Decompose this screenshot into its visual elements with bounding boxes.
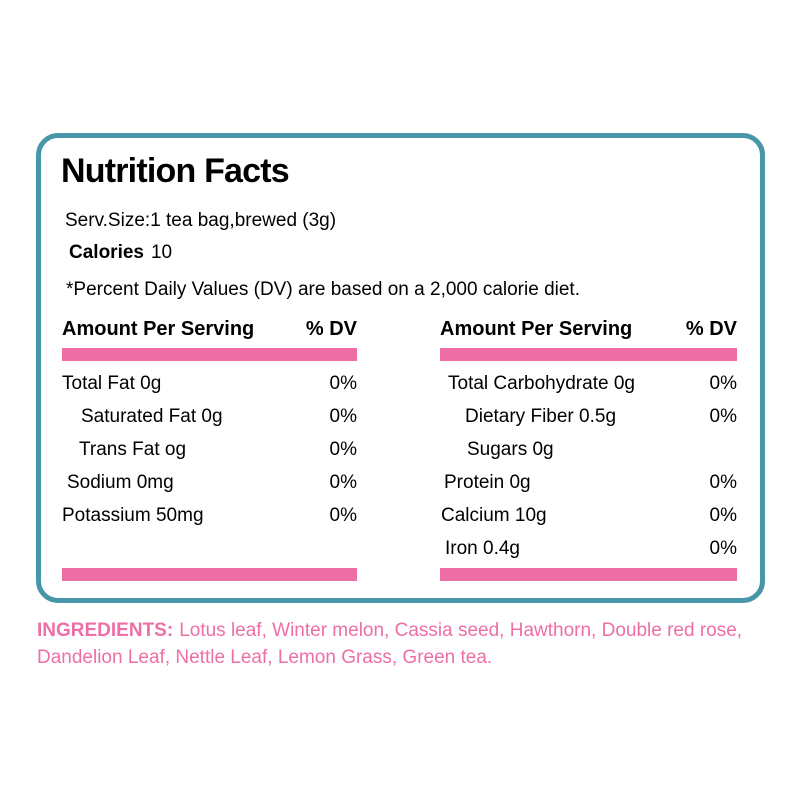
nutrient-rows: Total Fat 0g 0% Saturated Fat 0g 0% Tran… bbox=[62, 367, 357, 565]
ingredients-section: INGREDIENTS: Lotus leaf, Winter melon, Ca… bbox=[37, 617, 764, 671]
nutrient-dv: 0% bbox=[709, 471, 737, 493]
nutrient-column-left: Amount Per Serving % DV Total Fat 0g 0% … bbox=[62, 318, 357, 581]
nutrient-dv: 0% bbox=[709, 504, 737, 526]
nutrient-name: Trans Fat og bbox=[79, 438, 187, 460]
table-row: Iron 0.4g 0% bbox=[440, 532, 737, 565]
calories-value: 10 bbox=[150, 242, 173, 263]
nutrient-dv: 0% bbox=[709, 405, 737, 427]
nutrient-dv: 0% bbox=[709, 537, 737, 559]
table-row: Total Fat 0g 0% bbox=[62, 367, 357, 400]
nutrient-column-right: Amount Per Serving % DV Total Carbohydra… bbox=[440, 318, 737, 581]
nutrient-name: Potassium 50mg bbox=[62, 504, 204, 526]
column-header-dv: % DV bbox=[305, 318, 357, 340]
nutrition-facts-panel: Nutrition Facts Serv.Size:1 tea bag,brew… bbox=[36, 133, 765, 603]
nutrient-dv: 0% bbox=[329, 372, 357, 394]
nutrient-dv: 0% bbox=[709, 372, 737, 394]
table-row: Potassium 50mg 0% bbox=[62, 499, 357, 532]
nutrient-name: Sodium 0mg bbox=[67, 471, 174, 493]
daily-value-note: *Percent Daily Values (DV) are based on … bbox=[66, 279, 580, 300]
calories-line: Calories 10 bbox=[69, 242, 172, 264]
divider-bar-top bbox=[440, 348, 737, 361]
nutrient-name: Saturated Fat 0g bbox=[81, 405, 223, 427]
column-header-dv: % DV bbox=[685, 318, 737, 340]
serving-size-text: Serv.Size:1 tea bag,brewed (3g) bbox=[65, 210, 337, 231]
calories-label: Calories bbox=[69, 242, 144, 263]
divider-bar-top bbox=[62, 348, 357, 361]
column-header-amount: Amount Per Serving bbox=[440, 318, 633, 340]
column-header: Amount Per Serving % DV bbox=[62, 318, 357, 345]
column-header: Amount Per Serving % DV bbox=[440, 318, 737, 345]
nutrient-name: Dietary Fiber 0.5g bbox=[465, 405, 617, 427]
table-row: Sodium 0mg 0% bbox=[62, 466, 357, 499]
nutrient-name: Total Fat 0g bbox=[62, 372, 162, 394]
page-title: Nutrition Facts bbox=[61, 152, 290, 190]
table-row: Protein 0g 0% bbox=[440, 466, 737, 499]
nutrient-name: Sugars 0g bbox=[467, 438, 554, 460]
table-row: Trans Fat og 0% bbox=[62, 433, 357, 466]
table-row: Saturated Fat 0g 0% bbox=[62, 400, 357, 433]
table-row: Dietary Fiber 0.5g 0% bbox=[440, 400, 737, 433]
divider-bar-bottom bbox=[440, 568, 737, 581]
table-row-empty bbox=[62, 532, 357, 565]
table-row: Total Carbohydrate 0g 0% bbox=[440, 367, 737, 400]
table-row: Sugars 0g bbox=[440, 433, 737, 466]
nutrient-rows: Total Carbohydrate 0g 0% Dietary Fiber 0… bbox=[440, 367, 737, 565]
nutrient-name: Calcium 10g bbox=[441, 504, 547, 526]
nutrient-dv: 0% bbox=[329, 438, 357, 460]
nutrient-dv: 0% bbox=[329, 504, 357, 526]
nutrient-name: Total Carbohydrate 0g bbox=[448, 372, 635, 394]
nutrient-name: Iron 0.4g bbox=[445, 537, 520, 559]
table-row: Calcium 10g 0% bbox=[440, 499, 737, 532]
nutrient-dv: 0% bbox=[329, 405, 357, 427]
nutrient-name: Protein 0g bbox=[444, 471, 531, 493]
nutrient-dv: 0% bbox=[329, 471, 357, 493]
ingredients-text: Lotus leaf, Winter melon, Cassia seed, H… bbox=[37, 620, 743, 668]
ingredients-label: INGREDIENTS: bbox=[37, 620, 174, 641]
column-header-amount: Amount Per Serving bbox=[62, 318, 255, 340]
divider-bar-bottom bbox=[62, 568, 357, 581]
